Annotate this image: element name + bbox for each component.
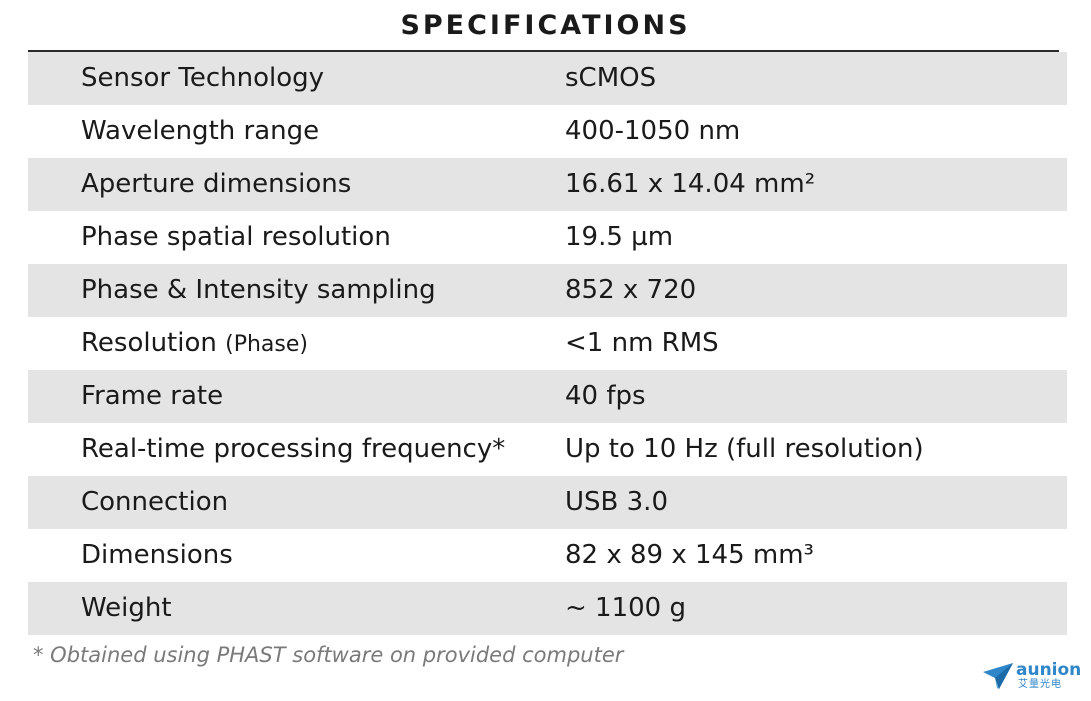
table-row: Resolution (Phase) <1 nm RMS xyxy=(28,317,1067,370)
paper-plane-icon xyxy=(983,663,1013,689)
spec-label: Weight xyxy=(81,593,172,623)
footnote: * Obtained using PHAST software on provi… xyxy=(33,643,624,667)
specifications-table: Sensor Technology sCMOS Wavelength range… xyxy=(28,52,1067,635)
spec-value: sCMOS xyxy=(565,63,657,93)
brand-logo: aunion 艾量光电 xyxy=(982,660,1082,692)
spec-label: Dimensions xyxy=(81,540,233,570)
spec-value: Up to 10 Hz (full resolution) xyxy=(565,434,924,464)
table-row: Frame rate 40 fps xyxy=(28,370,1067,423)
spec-label: Real-time processing frequency* xyxy=(81,434,506,464)
spec-label-qualifier: (Phase) xyxy=(225,332,308,357)
spec-label-group: Resolution (Phase) xyxy=(81,317,308,370)
table-row: Sensor Technology sCMOS xyxy=(28,52,1067,105)
table-row: Real-time processing frequency* Up to 10… xyxy=(28,423,1067,476)
spec-value: 82 x 89 x 145 mm³ xyxy=(565,540,814,570)
spec-value: 852 x 720 xyxy=(565,275,697,305)
table-row: Phase & Intensity sampling 852 x 720 xyxy=(28,264,1067,317)
spec-label: Sensor Technology xyxy=(81,63,325,93)
spec-value: <1 nm RMS xyxy=(565,328,719,358)
table-row: Phase spatial resolution 19.5 µm xyxy=(28,211,1067,264)
table-row: Aperture dimensions 16.61 x 14.04 mm² xyxy=(28,158,1067,211)
spec-value: ~ 1100 g xyxy=(565,593,686,623)
spec-value: 400-1050 nm xyxy=(565,116,741,146)
table-row: Wavelength range 400-1050 nm xyxy=(28,105,1067,158)
spec-label: Wavelength range xyxy=(81,116,320,146)
spec-label: Phase & Intensity sampling xyxy=(81,275,436,305)
spec-value: 40 fps xyxy=(565,381,646,411)
spec-label: Resolution xyxy=(81,328,217,358)
table-row: Weight ~ 1100 g xyxy=(28,582,1067,635)
spec-label: Aperture dimensions xyxy=(81,169,352,199)
spec-label: Phase spatial resolution xyxy=(81,222,391,252)
logo-wordmark: aunion xyxy=(1016,660,1082,680)
spec-label: Connection xyxy=(81,487,229,517)
spec-value: USB 3.0 xyxy=(565,487,668,517)
spec-label: Frame rate xyxy=(81,381,224,411)
spec-value: 16.61 x 14.04 mm² xyxy=(565,169,816,199)
page-title: SPECIFICATIONS xyxy=(400,10,691,41)
table-row: Connection USB 3.0 xyxy=(28,476,1067,529)
title-divider xyxy=(28,50,1059,52)
logo-subtitle: 艾量光电 xyxy=(1018,679,1062,690)
table-row: Dimensions 82 x 89 x 145 mm³ xyxy=(28,529,1067,582)
spec-value: 19.5 µm xyxy=(565,222,674,252)
